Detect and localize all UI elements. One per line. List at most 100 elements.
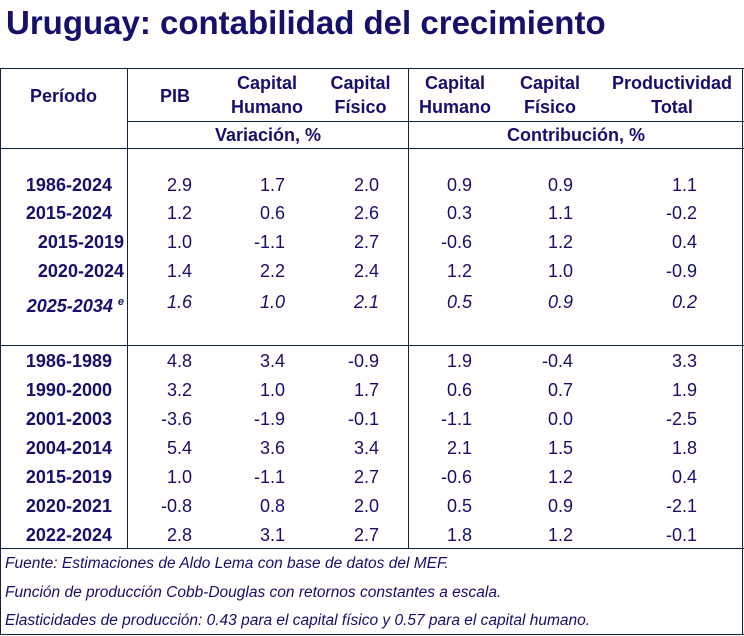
table-cell: 1.5	[547, 438, 573, 458]
period-label: 1990-2000	[25, 380, 112, 400]
table-cell: 2.0	[353, 175, 379, 195]
table-cell: -0.6	[440, 232, 472, 252]
table-cell: 2.4	[353, 261, 379, 281]
table-cell: 2.1	[446, 438, 472, 458]
table-cell: 0.3	[446, 203, 472, 223]
table-cell: -1.1	[440, 409, 472, 429]
divider	[127, 68, 128, 549]
header-productividad-total: Productividad Total	[600, 71, 744, 119]
row-period: 2022-2024	[26, 524, 112, 546]
table-cell: 2.2	[259, 261, 285, 281]
header-pib: PIB	[159, 86, 190, 106]
estimate-marker: e	[117, 296, 124, 308]
divider	[0, 148, 744, 149]
table-cell: 1.9	[446, 351, 472, 371]
group-variation: Variación, %	[214, 125, 322, 145]
header-line: Capital	[424, 73, 485, 93]
table-cell: 2.7	[353, 525, 379, 545]
table-cell: 1.0	[166, 467, 192, 487]
header-line: Físico	[523, 97, 576, 117]
row-period: 2015-2019	[26, 466, 112, 488]
table-cell: 1.7	[353, 380, 379, 400]
header-line: Total	[651, 97, 693, 117]
table-cell: 0.7	[547, 380, 573, 400]
table-cell: -1.9	[253, 409, 285, 429]
table-cell: 1.7	[259, 175, 285, 195]
table-cell: 3.4	[353, 438, 379, 458]
table-cell: 3.2	[166, 380, 192, 400]
footnote: Elasticidades de producción: 0.43 para e…	[5, 612, 591, 629]
period-label: 2015-2019	[37, 232, 124, 252]
divider	[0, 634, 744, 635]
table-cell: 1.8	[671, 438, 697, 458]
header-line: Capital	[236, 73, 297, 93]
table-cell: 1.8	[446, 525, 472, 545]
table-cell: 5.4	[166, 438, 192, 458]
table-cell: 1.2	[446, 261, 472, 281]
period-label: 2022-2024	[25, 525, 112, 545]
table-cell: 0.4	[671, 232, 697, 252]
header-contrib-capital-fisico: Capital Físico	[505, 71, 595, 119]
period-label: 2001-2003	[25, 409, 112, 429]
table-cell: 0.9	[547, 496, 573, 516]
table-cell: -0.1	[665, 525, 697, 545]
table-cell: -0.4	[541, 351, 573, 371]
table-cell: -0.9	[665, 261, 697, 281]
table-cell: 0.4	[671, 467, 697, 487]
period-label: 2025-2034	[26, 296, 113, 316]
header-contrib-capital-humano: Capital Humano	[410, 71, 500, 119]
divider	[128, 121, 744, 122]
period-label: 2015-2024	[25, 203, 112, 223]
table-cell: 1.9	[671, 380, 697, 400]
table-cell: -0.1	[347, 409, 379, 429]
table-cell: 1.0	[547, 261, 573, 281]
divider	[408, 68, 409, 549]
header-line: Humano	[231, 97, 303, 117]
table-cell: 1.2	[547, 232, 573, 252]
period-label: 1986-1989	[25, 351, 112, 371]
header-line: Capital	[519, 73, 580, 93]
table-cell: 4.8	[166, 351, 192, 371]
table-cell: 3.1	[259, 525, 285, 545]
row-period: 1990-2000	[26, 379, 112, 401]
row-period: 2025-2034 e	[27, 291, 124, 317]
table-cell: 0.6	[446, 380, 472, 400]
row-period: 2001-2003	[26, 408, 112, 430]
table-cell: 3.4	[259, 351, 285, 371]
divider	[0, 68, 1, 635]
table-cell: 0.0	[547, 409, 573, 429]
divider	[0, 548, 744, 549]
period-label: 2004-2014	[25, 438, 112, 458]
table-cell: 2.0	[353, 496, 379, 516]
table-cell: 2.6	[353, 203, 379, 223]
row-period: 2015-2019	[38, 231, 124, 253]
table-cell: 0.9	[446, 175, 472, 195]
table-cell: 1.0	[166, 232, 192, 252]
divider	[0, 68, 744, 69]
period-label: 2015-2019	[25, 467, 112, 487]
table-cell: -0.8	[160, 496, 192, 516]
header-capital-fisico: Capital Físico	[318, 71, 403, 119]
divider	[0, 345, 744, 346]
header-line: Físico	[334, 97, 387, 117]
table-cell: 1.1	[671, 175, 697, 195]
table-cell: 1.0	[259, 380, 285, 400]
row-period: 2020-2021	[26, 495, 112, 517]
table-cell: 1.2	[547, 467, 573, 487]
footnote: Función de producción Cobb-Douglas con r…	[5, 584, 502, 601]
table-cell: 2.1	[353, 292, 379, 312]
table-cell: -2.5	[665, 409, 697, 429]
table-cell: -3.6	[160, 409, 192, 429]
row-period: 2004-2014	[26, 437, 112, 459]
period-label: 2020-2024	[37, 261, 124, 281]
table-cell: 1.2	[547, 525, 573, 545]
header-capital-humano: Capital Humano	[222, 71, 312, 119]
table-cell: -0.2	[665, 203, 697, 223]
table-cell: -2.1	[665, 496, 697, 516]
table-cell: 0.8	[259, 496, 285, 516]
table-cell: 1.2	[166, 203, 192, 223]
table-cell: 1.0	[259, 292, 285, 312]
table-cell: 2.7	[353, 232, 379, 252]
table-cell: -1.1	[253, 467, 285, 487]
